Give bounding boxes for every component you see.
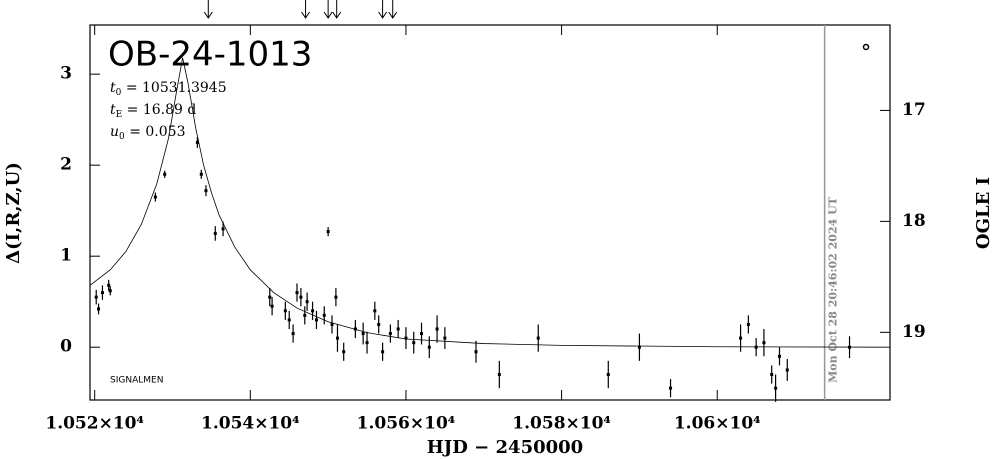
data-point [322, 313, 326, 317]
data-point [326, 230, 330, 234]
data-point [100, 291, 104, 295]
data-point [305, 300, 309, 304]
data-point [373, 309, 377, 313]
y2-tick-label: 19 [902, 322, 926, 342]
data-point [606, 373, 610, 377]
data-point [497, 373, 501, 377]
data-point [739, 336, 743, 340]
x-axis-label: HJD − 2450000 [427, 437, 583, 458]
param-symbol: u [110, 124, 119, 140]
data-point [381, 350, 385, 354]
data-point [153, 195, 157, 199]
param-subscript: 0 [116, 88, 122, 98]
x-tick-label: 1.054×10⁴ [201, 414, 300, 434]
fit-parameter: tE = 16.89 d [110, 102, 196, 120]
data-point [97, 307, 101, 311]
data-point [427, 345, 431, 349]
data-point [774, 386, 778, 390]
arrow [378, 0, 388, 19]
data-point [777, 354, 781, 358]
data-point [283, 309, 287, 313]
y-tick-label: 3 [60, 64, 72, 84]
data-point [396, 327, 400, 331]
y-tick-label: 1 [60, 246, 72, 266]
data-point [754, 345, 758, 349]
data-point [365, 341, 369, 345]
data-point [291, 332, 295, 336]
data-point [311, 309, 315, 313]
data-point [314, 318, 318, 322]
param-symbol: t [110, 102, 116, 118]
data-point [268, 295, 272, 299]
param-value: = 0.053 [125, 124, 186, 140]
x-tick-label: 1.056×10⁴ [357, 414, 456, 434]
y-tick-label: 0 [60, 337, 72, 357]
data-point [404, 336, 408, 340]
marker-icon [862, 43, 870, 51]
data-point [199, 172, 203, 176]
data-point [420, 332, 424, 336]
param-value: = 16.89 d [122, 102, 196, 118]
data-point [361, 332, 365, 336]
x-tick-label: 1.052×10⁴ [45, 414, 144, 434]
data-point [536, 336, 540, 340]
y-axis-label: Δ(I,R,Z,U) [3, 162, 24, 264]
chart-title: OB-24-1013 [108, 35, 312, 75]
param-symbol: t [110, 80, 116, 96]
data-point [163, 172, 167, 176]
data-point [213, 231, 217, 235]
data-point [204, 189, 208, 193]
x-tick-label: 1.06×10⁴ [674, 414, 761, 434]
data-point [303, 313, 307, 317]
data-point [435, 327, 439, 331]
data-point [848, 345, 852, 349]
y2-tick-label: 18 [902, 211, 926, 231]
data-point [221, 227, 225, 231]
data-point [342, 350, 346, 354]
y-tick-label: 2 [60, 155, 72, 175]
x-tick-label: 1.058×10⁴ [512, 414, 611, 434]
fit-parameter: t0 = 10531.3945 [110, 80, 227, 98]
y2-axis-label: OGLE I [973, 177, 993, 249]
data-point [299, 295, 303, 299]
data-point [270, 304, 274, 308]
data-point [195, 140, 199, 144]
model-curve [89, 57, 891, 348]
note: SIGNALMEN [110, 376, 163, 386]
plot-frame [89, 24, 891, 401]
data-point [94, 295, 98, 299]
data-point [330, 322, 334, 326]
data-point [377, 322, 381, 326]
data-point [107, 283, 111, 287]
param-subscript: E [116, 110, 123, 120]
data-point [295, 291, 299, 295]
y2-tick-label: 17 [902, 100, 926, 120]
data-point [770, 373, 774, 377]
data-point [443, 336, 447, 340]
data-point [388, 332, 392, 336]
data-point [762, 341, 766, 345]
data-point [785, 368, 789, 372]
data-point [353, 327, 357, 331]
data-point [108, 289, 112, 293]
data-point [474, 350, 478, 354]
param-subscript: 0 [119, 132, 125, 142]
data-point [669, 386, 673, 390]
data-point [335, 336, 339, 340]
fit-parameter: u0 = 0.053 [110, 124, 185, 142]
data-point [334, 295, 338, 299]
data-point [287, 318, 291, 322]
arrow [388, 0, 398, 19]
arrow [301, 0, 310, 19]
data-point [637, 345, 641, 349]
arrow [332, 0, 342, 19]
arrow [323, 0, 333, 19]
data-point [746, 322, 750, 326]
param-value: = 10531.3945 [121, 80, 226, 96]
arrow [203, 0, 213, 19]
data-point [412, 341, 416, 345]
timestamp: Mon Oct 28 20:46:02 2024 UT [827, 196, 840, 383]
